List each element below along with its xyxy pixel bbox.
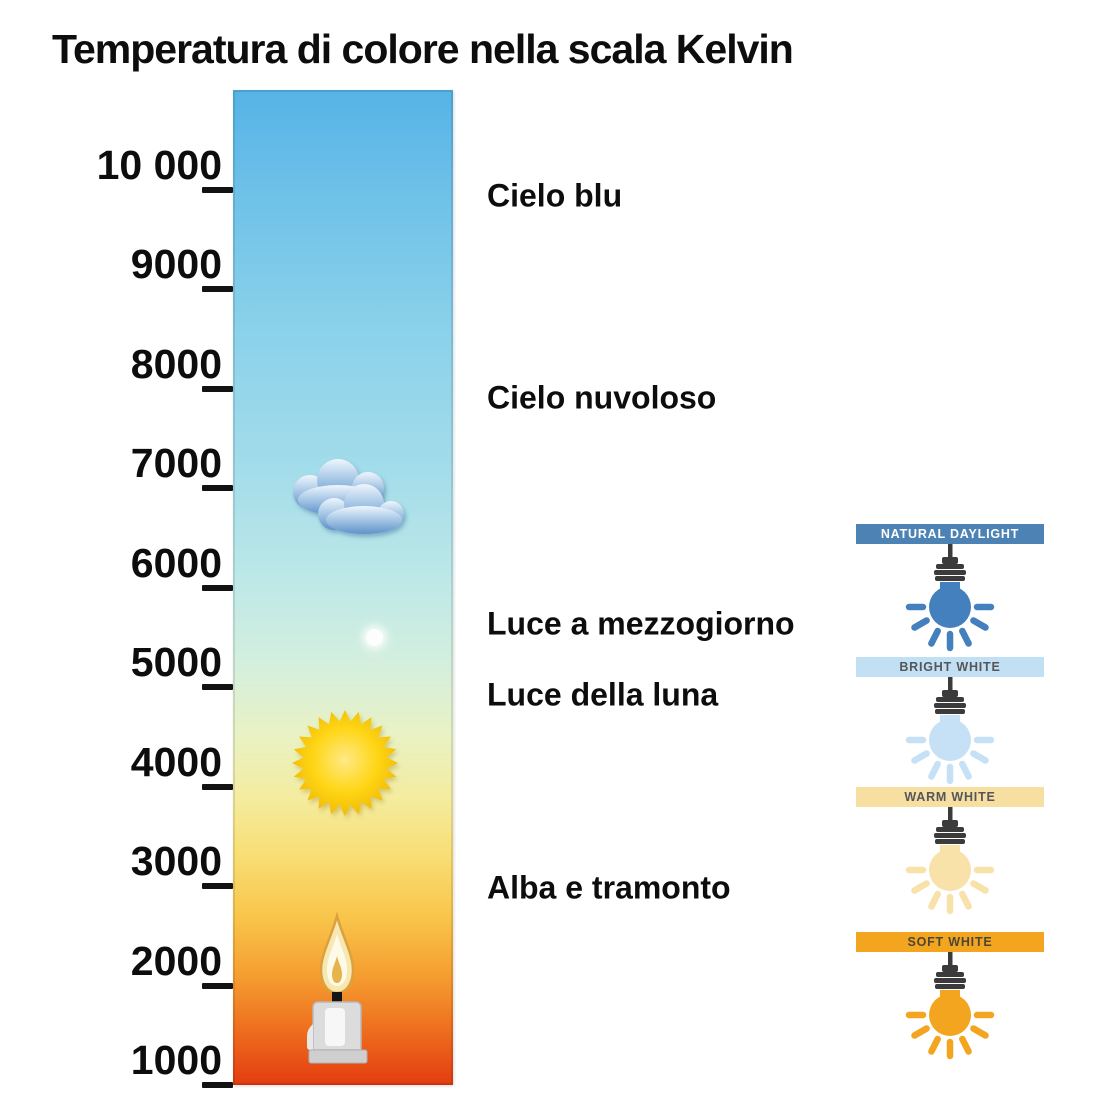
axis-tick: [202, 982, 233, 989]
candle-wax-drip: [307, 1024, 313, 1050]
axis-tick-label: 2000: [130, 937, 222, 984]
axis-tick-label: 4000: [130, 738, 222, 785]
axis-tick: [202, 1082, 233, 1088]
legend-color-bar: BRIGHT WHITE: [856, 657, 1044, 677]
cloud-front: [318, 484, 404, 534]
legend-label: WARM WHITE: [904, 790, 996, 804]
legend-item: SOFT WHITE: [856, 932, 1044, 1062]
axis-tick-label: 3000: [130, 838, 222, 885]
annotation-label: Cielo nuvoloso: [487, 379, 717, 416]
annotation-label: Alba e tramonto: [487, 869, 731, 906]
axis-tick-label: 9000: [130, 241, 222, 288]
page-title: Temperatura di colore nella scala Kelvin: [52, 26, 794, 72]
clouds-icon: [293, 459, 404, 534]
axis-tick-label: 1000: [130, 1037, 222, 1083]
axis-tick-label: 6000: [130, 539, 222, 586]
annotation-label: Luce della luna: [487, 676, 719, 713]
candle-base: [308, 1049, 368, 1064]
legend-label: NATURAL DAYLIGHT: [880, 527, 1020, 541]
legend-color-bar: NATURAL DAYLIGHT: [856, 524, 1044, 544]
annotation-label: Cielo blu: [487, 177, 623, 214]
moon-icon: [366, 629, 383, 646]
axis-tick: [202, 883, 233, 890]
axis-tick: [202, 485, 233, 492]
axis-tick: [202, 584, 233, 591]
axis-tick-label: 7000: [130, 440, 222, 487]
axis-tick-label: 10 000: [96, 142, 222, 188]
legend-label: BRIGHT WHITE: [899, 660, 1001, 674]
kelvin-gradient-bar: [233, 90, 453, 1085]
legend-item: BRIGHT WHITE: [856, 657, 1044, 787]
candle-flame-core: [332, 956, 342, 983]
candle-wick: [332, 992, 342, 1003]
axis-tick: [202, 286, 233, 293]
axis-tick: [202, 684, 233, 691]
axis-tick: [202, 187, 233, 193]
bulb-icon: [905, 807, 995, 915]
annotation-label: Luce a mezzogiorno: [487, 605, 795, 642]
legend-item: WARM WHITE: [856, 787, 1044, 917]
legend-label: SOFT WHITE: [907, 935, 993, 949]
bulb-icon: [905, 952, 995, 1060]
sun-icon: [292, 710, 398, 816]
legend-item: NATURAL DAYLIGHT: [856, 524, 1044, 654]
candle-highlight: [325, 1008, 345, 1046]
bulb-icon: [905, 677, 995, 785]
axis-tick-label: 5000: [130, 639, 222, 686]
sun-burst: [292, 710, 398, 816]
axis-tick: [202, 783, 233, 790]
axis-tick-label: 8000: [130, 340, 222, 387]
candle-icon: [307, 912, 368, 1064]
axis-tick: [202, 385, 233, 392]
legend-color-bar: SOFT WHITE: [856, 932, 1044, 952]
legend-color-bar: WARM WHITE: [856, 787, 1044, 807]
bulb-icon: [905, 544, 995, 652]
